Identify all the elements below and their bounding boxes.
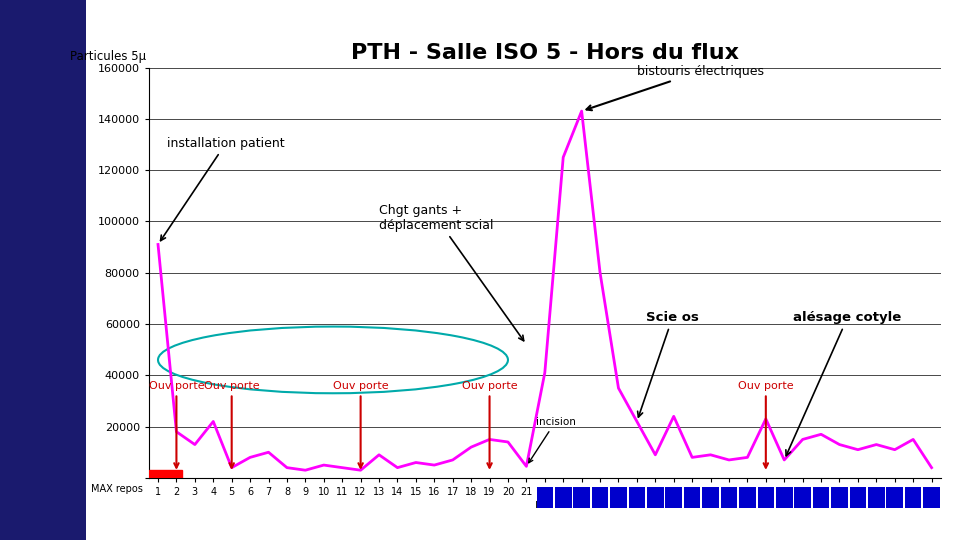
X-axis label: mn: mn: [535, 498, 555, 511]
Text: Ouv porte: Ouv porte: [738, 381, 794, 468]
Text: Ouv porte: Ouv porte: [333, 381, 389, 468]
Text: Chgt gants +
déplacement scial: Chgt gants + déplacement scial: [379, 204, 524, 341]
Text: MAX repos: MAX repos: [91, 484, 143, 494]
Title: PTH - Salle ISO 5 - Hors du flux: PTH - Salle ISO 5 - Hors du flux: [350, 43, 739, 63]
Text: alésage cotyle: alésage cotyle: [786, 311, 901, 456]
Text: Ouv porte: Ouv porte: [204, 381, 259, 468]
Text: bistouris électriques: bistouris électriques: [587, 65, 764, 110]
Text: installation patient: installation patient: [160, 137, 285, 241]
Text: Scie os: Scie os: [637, 311, 699, 417]
Text: Ouv porte: Ouv porte: [462, 381, 517, 468]
Text: Ouv porte: Ouv porte: [149, 381, 204, 468]
Text: Particules 5µ: Particules 5µ: [70, 50, 146, 63]
Bar: [149, 470, 182, 478]
Text: incision: incision: [529, 416, 575, 463]
